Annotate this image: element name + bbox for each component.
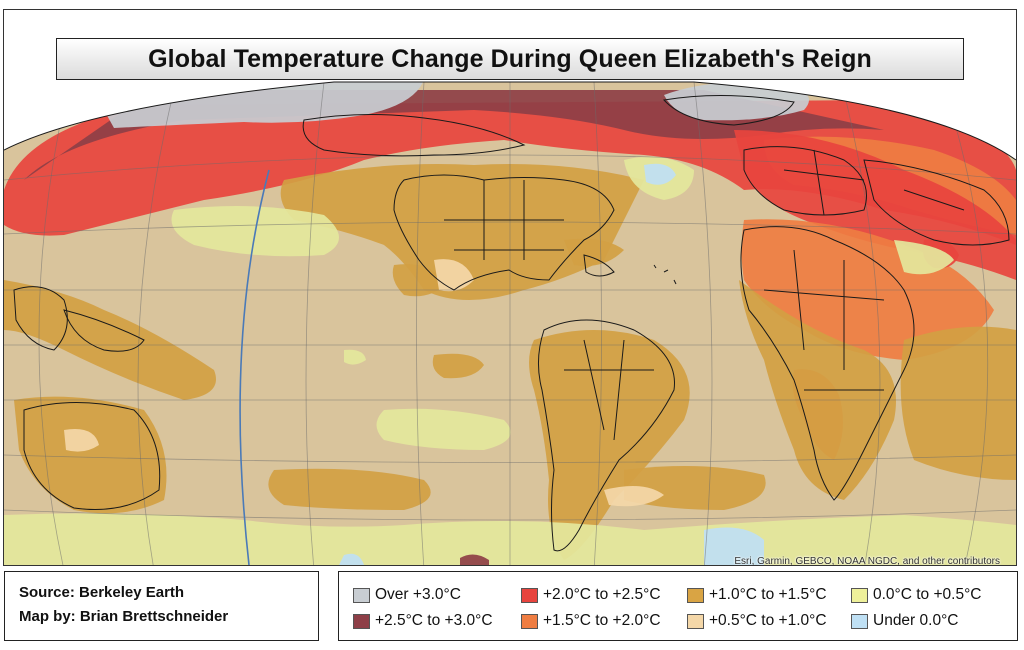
legend-item-0-0-to-0-5: 0.0°C to +0.5°C [851, 584, 981, 606]
greenland-extreme-region [664, 82, 809, 121]
legend-label: +2.5°C to +3.0°C [375, 612, 493, 629]
legend-label: +1.5°C to +2.0°C [543, 612, 661, 629]
southern-atlantic-warm-band [624, 466, 766, 510]
land-outlines [13, 94, 1010, 552]
legend-label: 0.0°C to +0.5°C [873, 586, 982, 603]
map-frame: Global Temperature Change During Queen E… [3, 9, 1017, 566]
legend-item-2-0-to-2-5: +2.0°C to +2.5°C [521, 584, 661, 606]
map-edge [4, 81, 1016, 161]
legend-swatch [521, 587, 538, 603]
legend-swatch [851, 587, 868, 603]
legend-label: +2.0°C to +2.5°C [543, 586, 661, 603]
legend-item-over-3: Over +3.0°C [353, 584, 461, 606]
central-pacific-cool-patch [344, 349, 366, 365]
legend-box: Over +3.0°C +2.5°C to +3.0°C +2.0°C to +… [338, 571, 1018, 641]
pacific-warm-patch [392, 264, 444, 297]
legend-swatch [851, 613, 868, 629]
legend-item-under-0: Under 0.0°C [851, 610, 958, 632]
legend-item-1-5-to-2-0: +1.5°C to +2.0°C [521, 610, 661, 632]
gulf-cool-patch [604, 486, 664, 507]
map-title: Global Temperature Change During Queen E… [148, 44, 872, 73]
australia-cool-patch [64, 429, 99, 452]
mid-pacific-warm-patch [432, 353, 484, 379]
dateline [239, 169, 270, 565]
north-america-warm-region [280, 164, 644, 300]
map-layer [4, 82, 1016, 565]
graticule [4, 82, 1016, 565]
southern-pacific-cold-spot [339, 553, 364, 565]
north-atlantic-cold-spot [644, 163, 676, 185]
legend-label: Under 0.0°C [873, 612, 959, 629]
legend-item-0-5-to-1-0: +0.5°C to +1.0°C [687, 610, 827, 632]
legend-label: +0.5°C to +1.0°C [709, 612, 827, 629]
credits-box: Source: Berkeley Earth Map by: Brian Bre… [4, 571, 319, 641]
southern-pacific-cool-band [376, 408, 511, 450]
temperature-map [4, 81, 1016, 565]
map-attribution: Esri, Garmin, GEBCO, NOAA NGDC, and othe… [734, 556, 1000, 566]
author-credit: Map by: Brian Brettschneider [19, 608, 229, 625]
title-box: Global Temperature Change During Queen E… [56, 38, 964, 80]
legend-swatch [353, 587, 370, 603]
legend-item-2-5-to-3-0: +2.5°C to +3.0°C [353, 610, 493, 632]
australia-warm-region [14, 396, 167, 514]
legend-swatch [353, 613, 370, 629]
antarctic-warm-spot [460, 554, 489, 565]
west-pacific-warm-region [4, 280, 216, 400]
legend-item-1-0-to-1-5: +1.0°C to +1.5°C [687, 584, 827, 606]
legend-label: Over +3.0°C [375, 586, 461, 603]
legend-label: +1.0°C to +1.5°C [709, 586, 827, 603]
source-credit: Source: Berkeley Earth [19, 584, 185, 601]
indian-ocean-warm-region [900, 326, 1016, 480]
southern-ocean-cold-spot [704, 527, 764, 565]
legend-swatch [521, 613, 538, 629]
legend-swatch [687, 613, 704, 629]
legend-swatch [687, 587, 704, 603]
south-america-warm-region [529, 330, 690, 560]
indian-ocean-cool-patch [894, 240, 954, 275]
